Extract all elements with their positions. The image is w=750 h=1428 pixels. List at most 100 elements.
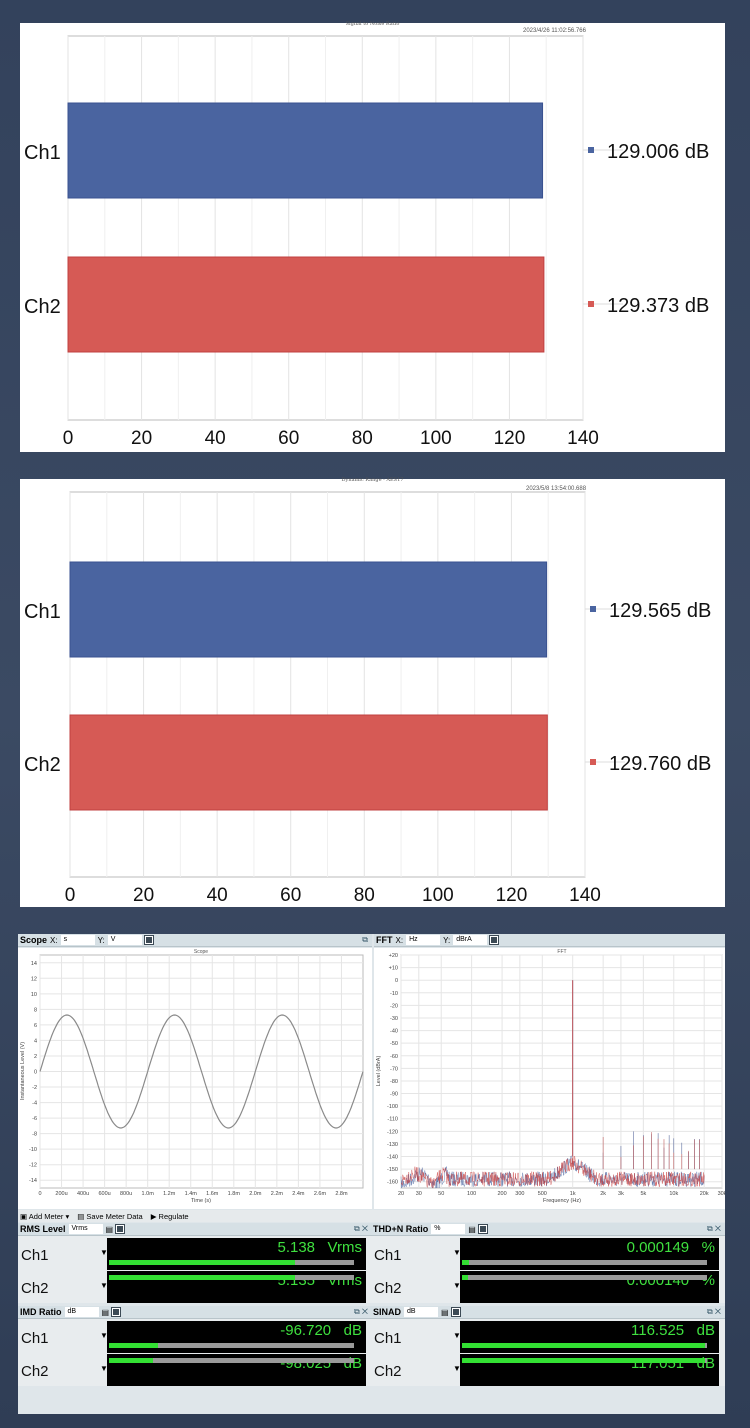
x-tick-label: 20 (131, 428, 152, 449)
channel-dropdown-icon[interactable]: ▼ (100, 1281, 108, 1290)
meter-row: Ch1 ▼ 5.138 Vrms (18, 1238, 372, 1270)
close-icon[interactable]: ⧉ ✕ (353, 1224, 368, 1233)
y-tick-label: -10 (29, 1147, 37, 1153)
settings-icon[interactable] (450, 1307, 461, 1317)
x-tick-label: 40 (205, 428, 226, 449)
y-unit-select[interactable]: V (107, 935, 142, 945)
y-tick-label: -10 (390, 991, 398, 997)
regulate-button[interactable]: ▶ Regulate (150, 1211, 189, 1221)
level-bar (109, 1275, 354, 1280)
category-label: Ch1 (24, 142, 61, 164)
y-tick-label: -100 (387, 1104, 398, 1110)
unit-select[interactable]: dB (404, 1307, 439, 1317)
x-tick-label: 60 (278, 428, 299, 449)
value-label: 129.373 dB (607, 295, 709, 317)
channel-dropdown-icon[interactable]: ▼ (453, 1248, 461, 1257)
channel-dropdown-icon[interactable]: ▼ (453, 1364, 461, 1373)
value-label: 129.565 dB (609, 600, 711, 622)
dynamic-range-chart-panel: Dynamic Range - AES17 2023/5/8 13:54:00.… (20, 477, 725, 907)
x-tick-label: 1.6m (206, 1191, 219, 1197)
display-options-icon[interactable]: ▤ (105, 1224, 114, 1234)
meter-title: RMS Level (20, 1224, 66, 1234)
x-tick-label: 80 (354, 885, 375, 906)
save-meter-data-label: Save Meter Data (86, 1211, 143, 1221)
display-options-icon[interactable]: ▤ (101, 1307, 110, 1317)
x-tick-label: 1.8m (228, 1191, 241, 1197)
level-bar-fill (109, 1275, 296, 1280)
meter-row: Ch2 ▼ -98.025 dB (18, 1354, 372, 1386)
channel-dropdown-icon[interactable]: ▼ (100, 1364, 108, 1373)
bar-ch2 (67, 256, 545, 353)
snr-chart-panel: Signal to Noise Ratio 2023/4/26 11:02:56… (20, 21, 725, 452)
unit-select[interactable]: dB (64, 1307, 99, 1317)
x-tick-label: 20 (133, 885, 154, 906)
level-bar-fill (109, 1260, 296, 1265)
channel-dropdown-icon[interactable]: ▼ (453, 1281, 461, 1290)
meter-display: 5.138 Vrms (107, 1238, 366, 1270)
y-tick-label: -8 (32, 1132, 37, 1138)
x-tick-label: 200 (497, 1191, 506, 1197)
y-tick-label: -50 (390, 1041, 398, 1047)
channel-dropdown-icon[interactable]: ▼ (100, 1248, 108, 1257)
close-icon[interactable]: ⧉ ✕ (706, 1307, 721, 1316)
channel-dropdown-icon[interactable]: ▼ (100, 1331, 108, 1340)
display-options-icon[interactable]: ▤ (441, 1307, 449, 1317)
x-unit-select[interactable]: Hz (406, 935, 441, 945)
settings-icon[interactable] (143, 935, 154, 945)
channel-label: Ch1 (374, 1330, 402, 1347)
add-meter-button[interactable]: ▣ Add Meter ▾ (20, 1211, 70, 1221)
chart-title: Dynamic Range - AES17 (341, 477, 404, 483)
x-tick-label: 3k (618, 1191, 624, 1197)
y-tick-label: -60 (390, 1054, 398, 1060)
level-bar (109, 1343, 354, 1348)
channel-dropdown-icon[interactable]: ▼ (453, 1331, 461, 1340)
x-unit-select[interactable]: s (60, 935, 95, 945)
popout-icon[interactable]: ⧉ (362, 935, 368, 944)
unit-select[interactable]: % (431, 1224, 466, 1234)
level-bar (109, 1358, 354, 1363)
meter-display: 116.525 dB (460, 1321, 719, 1353)
level-bar (109, 1260, 354, 1265)
x-tick-label: 2.2m (271, 1191, 284, 1197)
x-tick-label: 2.0m (249, 1191, 262, 1197)
unit-select[interactable]: Vrms (68, 1224, 103, 1234)
analyzer-app: Scope X: s Y: V ⧉ FFT X: Hz Y: dBrA Scop… (18, 934, 725, 1414)
y-tick-label: 2 (34, 1054, 37, 1060)
y-tick-label: -6 (32, 1116, 37, 1122)
spectrum-trace (400, 1155, 705, 1189)
x-tick-label: 1.0m (142, 1191, 155, 1197)
close-icon[interactable]: ⧉ ✕ (706, 1224, 721, 1233)
settings-icon[interactable] (477, 1224, 488, 1234)
regulate-label: Regulate (158, 1211, 189, 1221)
legend-marker (590, 606, 596, 612)
x-tick-label: 30 (416, 1191, 422, 1197)
x-tick-label: 50 (438, 1191, 444, 1197)
settings-icon[interactable] (489, 935, 500, 945)
y-tick-label: -30 (390, 1016, 398, 1022)
close-icon[interactable]: ⧉ ✕ (353, 1307, 368, 1316)
y-tick-label: -20 (390, 1003, 398, 1009)
y-tick-label: -2 (32, 1085, 37, 1091)
channel-label: Ch1 (21, 1247, 49, 1264)
x-tick-label: 140 (567, 428, 599, 449)
x-tick-label: 40 (207, 885, 228, 906)
y-tick-label: 0 (395, 978, 398, 984)
level-bar-fill (109, 1358, 154, 1363)
meter-header: IMD Ratio dB ▤ ⧉ ✕ (18, 1306, 372, 1319)
x-tick-label: 400u (77, 1191, 89, 1197)
x-tick-label: 0 (38, 1191, 41, 1197)
timestamp: 2023/4/26 11:02:56.766 (523, 28, 586, 34)
x-tick-label: 0 (63, 428, 74, 449)
meter-display: 5.135 Vrms (107, 1271, 366, 1303)
y-unit-select[interactable]: dBrA (453, 935, 488, 945)
save-meter-data-button[interactable]: ▤ Save Meter Data (77, 1211, 143, 1221)
x-tick-label: 300 (515, 1191, 524, 1197)
display-options-icon[interactable]: ▤ (468, 1224, 476, 1234)
timestamp: 2023/5/8 13:54:00.688 (526, 486, 587, 492)
y-tick-label: -140 (387, 1155, 398, 1161)
y-axis-label: Instantaneous Level (V) (20, 1042, 26, 1100)
settings-icon[interactable] (111, 1307, 122, 1317)
settings-icon[interactable] (115, 1224, 126, 1234)
x-label: X: (50, 935, 58, 945)
y-tick-label: +10 (389, 966, 398, 972)
